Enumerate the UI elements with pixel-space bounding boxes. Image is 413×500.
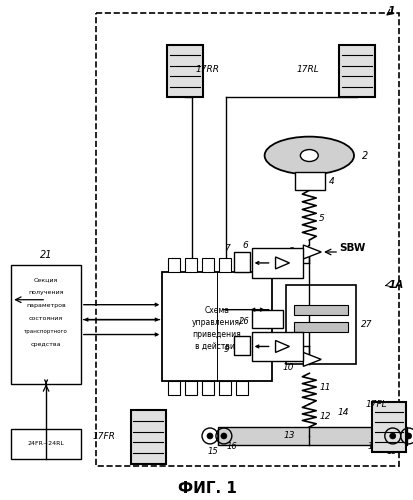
Bar [167, 45, 202, 97]
Bar [185, 258, 197, 272]
Text: 8: 8 [241, 345, 247, 354]
Text: 13: 13 [283, 432, 294, 440]
Circle shape [405, 433, 411, 439]
Text: 15: 15 [207, 448, 218, 456]
Polygon shape [303, 245, 320, 259]
Bar [168, 258, 180, 272]
Polygon shape [275, 340, 289, 352]
Bar [217, 427, 406, 445]
Bar [130, 410, 166, 464]
Text: в действие: в действие [194, 342, 239, 351]
Text: 1A: 1A [388, 280, 403, 290]
Text: 6: 6 [241, 240, 247, 250]
Text: SBW: SBW [338, 243, 365, 253]
Polygon shape [303, 352, 320, 366]
Bar [95, 14, 398, 466]
Ellipse shape [300, 150, 318, 162]
Bar [233, 336, 249, 355]
Text: 14: 14 [336, 408, 348, 416]
Text: 17FL: 17FL [365, 400, 387, 408]
Text: 21: 21 [40, 250, 52, 260]
Text: получения: получения [28, 290, 64, 296]
Circle shape [206, 433, 212, 439]
Text: 11: 11 [318, 382, 330, 392]
Text: транспортного: транспортного [24, 329, 68, 334]
Bar [251, 332, 303, 362]
Bar [295, 172, 325, 190]
Bar [202, 382, 214, 395]
Bar [371, 402, 405, 452]
Bar [168, 382, 180, 395]
Bar [218, 258, 230, 272]
Bar [233, 252, 249, 272]
Bar [162, 272, 271, 382]
Bar [338, 45, 374, 97]
Text: 26: 26 [238, 317, 249, 326]
Circle shape [221, 433, 226, 439]
Text: Схема: Схема [204, 306, 229, 315]
Bar [235, 258, 247, 272]
Bar [202, 258, 214, 272]
Bar [11, 265, 81, 384]
Polygon shape [275, 257, 289, 269]
Circle shape [389, 433, 395, 439]
Text: состояния: состояния [29, 316, 63, 321]
Text: 15: 15 [385, 448, 396, 456]
Bar [286, 285, 355, 364]
Text: параметров: параметров [26, 303, 66, 308]
Text: 9: 9 [223, 345, 229, 354]
Text: управления/: управления/ [191, 318, 242, 327]
Text: средства: средства [31, 342, 61, 347]
Text: 16: 16 [226, 442, 237, 452]
Ellipse shape [264, 136, 353, 174]
Text: 5: 5 [318, 214, 324, 222]
Text: 16: 16 [367, 442, 377, 452]
Text: 10: 10 [282, 363, 294, 372]
Bar [251, 310, 283, 328]
Text: 4: 4 [328, 177, 334, 186]
Text: 17FR: 17FR [93, 432, 115, 442]
Text: 24FR~24RL: 24FR~24RL [28, 442, 64, 446]
Bar [185, 382, 197, 395]
Bar [294, 304, 347, 314]
Bar [11, 429, 81, 459]
Text: 17RR: 17RR [195, 64, 218, 74]
Text: приведения: приведения [192, 330, 241, 339]
Bar [218, 382, 230, 395]
Text: ФИГ. 1: ФИГ. 1 [177, 481, 236, 496]
Text: 1: 1 [387, 6, 395, 16]
Bar [294, 322, 347, 332]
Text: 12: 12 [318, 412, 330, 420]
Text: 3: 3 [288, 248, 294, 256]
Text: 27: 27 [360, 320, 372, 329]
Text: 2: 2 [361, 150, 367, 160]
Text: Секция: Секция [34, 278, 58, 282]
Text: 17RL: 17RL [296, 64, 318, 74]
Text: 7: 7 [223, 244, 229, 252]
Bar [235, 382, 247, 395]
Bar [251, 248, 303, 278]
